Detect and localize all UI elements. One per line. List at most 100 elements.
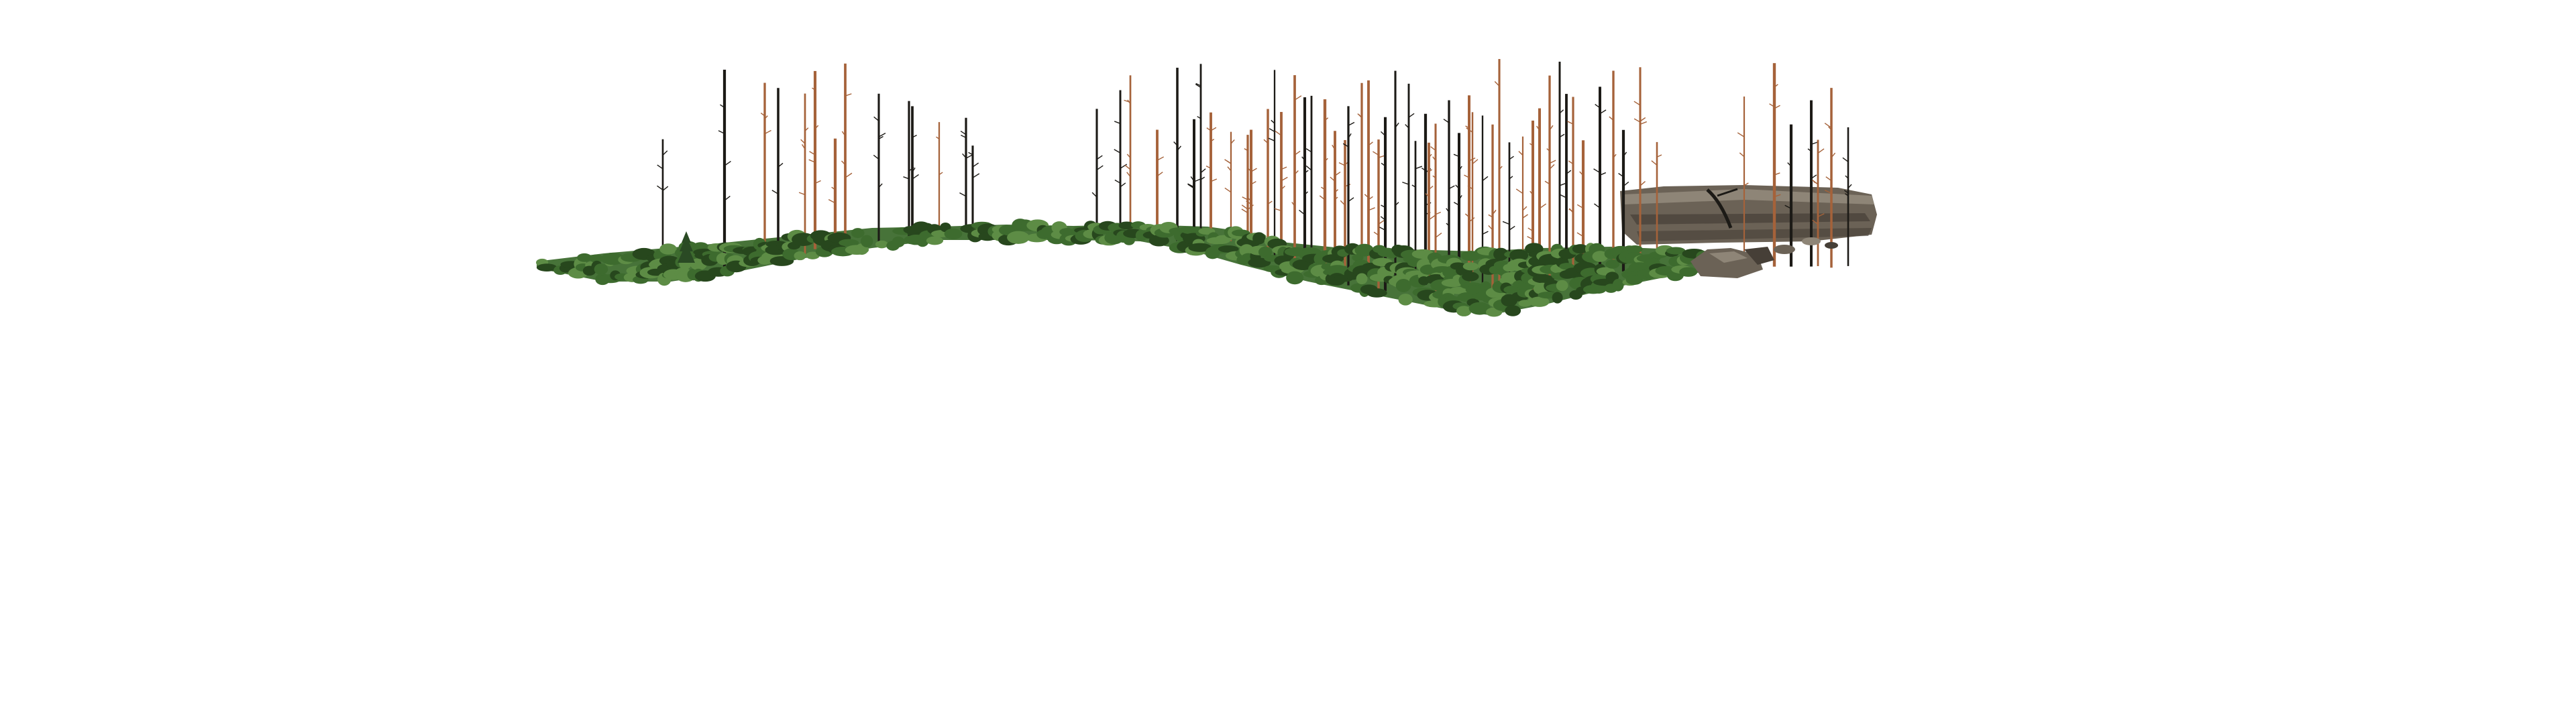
dead-tree-trunk bbox=[1481, 115, 1489, 299]
shrub-cluster bbox=[1592, 251, 1609, 262]
shrub-cluster bbox=[851, 228, 865, 239]
shrub-cluster bbox=[1118, 221, 1135, 230]
foreground-objects bbox=[678, 188, 1838, 278]
dead-tree-trunk bbox=[1576, 140, 1585, 280]
shrub-cluster bbox=[861, 235, 873, 247]
shrub-cluster bbox=[693, 242, 708, 251]
dead-tree-trunk bbox=[1364, 80, 1375, 271]
dead-tree-trunk bbox=[1411, 141, 1423, 286]
dead-tree-trunk bbox=[1342, 106, 1355, 286]
dead-tree-trunk bbox=[1379, 117, 1387, 291]
dead-tree-trunk bbox=[1807, 100, 1819, 267]
shrub-cluster bbox=[1605, 272, 1619, 282]
shrub-cluster bbox=[1605, 259, 1620, 269]
shrub-cluster bbox=[926, 236, 944, 245]
shrub-cluster bbox=[1612, 278, 1624, 292]
shrub-cluster bbox=[1572, 244, 1589, 254]
dead-tree-trunk bbox=[1394, 70, 1399, 284]
shrub-cluster bbox=[1286, 271, 1304, 285]
dead-tree-trunk bbox=[1195, 64, 1206, 250]
dead-tree-trunk bbox=[1593, 86, 1607, 278]
shrub-cluster bbox=[1354, 243, 1375, 257]
dead-tree-trunk bbox=[1560, 94, 1572, 269]
shrub-cluster bbox=[577, 253, 592, 262]
shrub-cluster bbox=[1462, 272, 1479, 282]
dead-tree-trunk bbox=[1488, 124, 1497, 297]
shrub-cluster bbox=[1356, 273, 1368, 285]
dead-tree-trunk bbox=[808, 70, 821, 249]
dead-tree-trunk bbox=[718, 69, 731, 267]
shrub-cluster bbox=[1556, 280, 1568, 292]
shrub-cluster bbox=[1258, 246, 1273, 258]
shrub-layer bbox=[536, 219, 1747, 317]
shrub-cluster bbox=[794, 251, 806, 261]
dead-tree-trunk bbox=[1618, 129, 1629, 272]
dead-tree-trunk bbox=[771, 88, 784, 253]
dead-tree-trunk bbox=[1842, 127, 1852, 266]
dead-tree-trunk bbox=[1769, 63, 1781, 267]
dead-tree-trunk bbox=[873, 93, 886, 245]
dead-tree-trunk bbox=[1425, 142, 1436, 280]
young-pine bbox=[678, 231, 695, 263]
dead-tree-trunk bbox=[1224, 131, 1235, 241]
dead-tree-trunk bbox=[1651, 141, 1662, 274]
dead-tree-trunk bbox=[1544, 75, 1556, 294]
dead-tree-trunk bbox=[657, 139, 669, 260]
dead-tree-trunk bbox=[1263, 109, 1273, 261]
dead-tree-trunk bbox=[1246, 129, 1257, 257]
shrub-cluster bbox=[1679, 267, 1698, 277]
dead-tree-trunk bbox=[1567, 97, 1574, 265]
fallen-branch bbox=[1706, 188, 1738, 229]
dead-tree-trunk bbox=[1515, 136, 1528, 282]
dead-tree-trunk bbox=[1187, 119, 1201, 236]
dead-tree-trunk bbox=[1737, 96, 1749, 266]
dead-tree-trunk bbox=[1124, 75, 1132, 235]
shrub-cluster bbox=[1449, 287, 1468, 294]
shrub-cluster bbox=[1248, 257, 1271, 268]
dead-tree-trunk bbox=[1291, 75, 1302, 271]
dead-tree-trunk bbox=[1443, 100, 1455, 283]
dead-tree-trunk bbox=[1527, 120, 1534, 300]
shrub-cluster bbox=[1468, 302, 1491, 315]
dead-tree-trunk bbox=[1156, 129, 1165, 233]
shrub-cluster bbox=[875, 240, 888, 249]
dead-tree-trunk bbox=[1824, 88, 1836, 268]
dead-tree-trunk bbox=[841, 63, 853, 245]
shrub-cluster bbox=[1493, 247, 1509, 261]
dead-tree-trunk bbox=[936, 122, 943, 236]
boulder-pile bbox=[1690, 237, 1838, 278]
dead-tree-trunk bbox=[798, 93, 809, 255]
dead-tree-trunk bbox=[1502, 142, 1515, 279]
dead-tree-trunk bbox=[1536, 108, 1547, 274]
shrub-cluster bbox=[1509, 249, 1529, 261]
dead-tree-trunk bbox=[1319, 99, 1329, 280]
shrub-cluster bbox=[590, 254, 604, 263]
dead-tree-trunk bbox=[1268, 70, 1276, 260]
shrub-cluster bbox=[1552, 292, 1563, 304]
dead-tree-trunk bbox=[1173, 68, 1181, 241]
dead-tree-trunk bbox=[968, 145, 980, 235]
dead-tree-trunk bbox=[828, 138, 837, 240]
shrub-cluster bbox=[944, 228, 963, 239]
rock-cliff bbox=[1620, 185, 1877, 245]
dead-tree-trunk bbox=[760, 82, 771, 249]
shrub-cluster bbox=[1627, 245, 1643, 253]
shrub-cluster bbox=[1505, 305, 1521, 316]
dead-tree-trunk bbox=[1305, 95, 1313, 271]
shrub-cluster bbox=[594, 263, 608, 276]
dead-tree-trunk bbox=[1299, 97, 1309, 269]
shrub-cluster bbox=[1007, 231, 1030, 244]
dead-tree-trunk bbox=[1402, 83, 1415, 288]
dead-tree-trunk bbox=[1091, 109, 1104, 237]
shrub-cluster bbox=[1462, 262, 1479, 271]
dead-tree-trunk bbox=[1330, 131, 1341, 262]
rock-cliff-base bbox=[1637, 228, 1872, 241]
dead-tree-trunks bbox=[657, 59, 1852, 300]
shrub-cluster bbox=[1666, 247, 1686, 255]
dead-tree-trunk bbox=[1811, 139, 1825, 266]
shrub-cluster bbox=[1148, 235, 1169, 247]
shrub-cluster bbox=[659, 243, 677, 255]
shrub-cluster bbox=[892, 236, 905, 248]
